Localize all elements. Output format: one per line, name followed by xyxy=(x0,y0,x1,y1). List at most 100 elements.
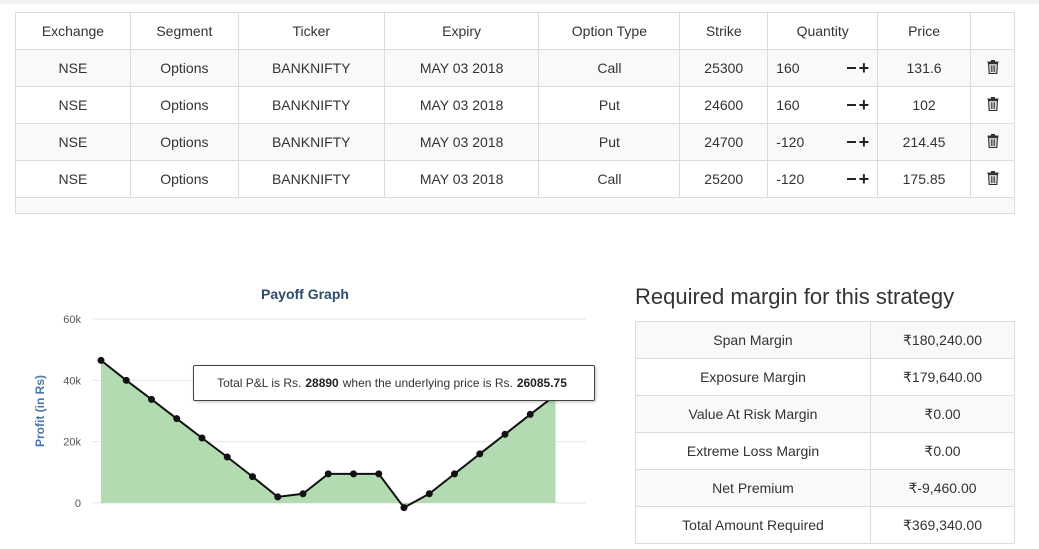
increase-quantity-button[interactable]: + xyxy=(858,169,870,189)
cell-ticker: BANKNIFTY xyxy=(237,86,385,124)
cell-strike: 25300 xyxy=(679,49,769,87)
header-actions xyxy=(970,12,1015,50)
data-point xyxy=(451,470,458,478)
data-point xyxy=(122,376,130,384)
increase-quantity-button[interactable]: + xyxy=(858,95,870,115)
cell-price: 175.85 xyxy=(877,160,971,198)
y-tick-label: 0 xyxy=(75,498,81,510)
trash-icon[interactable] xyxy=(987,59,999,74)
data-point xyxy=(501,430,509,438)
cell-strike: 25200 xyxy=(679,160,769,198)
data-point xyxy=(476,450,484,458)
cell-quantity: 160 − + xyxy=(767,86,879,124)
cell-segment: Options xyxy=(129,49,239,87)
y-tick-label: 40k xyxy=(63,375,81,387)
table-header-row: Exchange Segment Ticker Expiry Option Ty… xyxy=(15,12,1015,50)
margin-label: Total Amount Required xyxy=(635,506,871,544)
margin-table: Span Margin ₹180,240.00 Exposure Margin … xyxy=(635,321,1015,544)
margin-label: Extreme Loss Margin xyxy=(635,432,871,470)
y-tick-label: 60k xyxy=(63,314,81,326)
cell-actions xyxy=(970,86,1015,124)
decrease-quantity-button[interactable]: − xyxy=(846,58,857,78)
margin-label: Span Margin xyxy=(635,321,871,359)
tooltip-price-value: 26085.75 xyxy=(516,376,567,390)
margin-row-span: Span Margin ₹180,240.00 xyxy=(635,321,1015,359)
cell-quantity: 160 − + xyxy=(767,49,879,87)
margin-label: Value At Risk Margin xyxy=(635,395,871,433)
quantity-value[interactable]: 160 xyxy=(776,60,800,76)
cell-strike: 24600 xyxy=(679,86,769,124)
quantity-value[interactable]: -120 xyxy=(776,171,805,187)
header-exchange: Exchange xyxy=(15,12,131,50)
quantity-value[interactable]: 160 xyxy=(776,97,800,113)
cell-exchange: NSE xyxy=(15,123,131,161)
data-point xyxy=(375,470,383,478)
cell-exchange: NSE xyxy=(15,86,131,124)
increase-quantity-button[interactable]: + xyxy=(858,132,870,152)
table-row: NSE Options BANKNIFTY MAY 03 2018 Put 24… xyxy=(15,123,1015,161)
tooltip-pnl-value: 28890 xyxy=(305,376,339,390)
cell-segment: Options xyxy=(129,123,239,161)
header-expiry: Expiry xyxy=(383,12,540,50)
data-point xyxy=(299,490,307,498)
cell-expiry: MAY 03 2018 xyxy=(383,160,540,198)
payoff-chart: Payoff Graph Profit (in Rs) 0 20k 40k 60k Tot… xyxy=(20,278,610,549)
cell-price: 102 xyxy=(877,86,971,124)
cell-quantity: -120 − + xyxy=(767,123,879,161)
data-point xyxy=(274,493,282,501)
cell-segment: Options xyxy=(129,160,239,198)
data-point xyxy=(324,470,332,478)
decrease-quantity-button[interactable]: − xyxy=(846,95,857,115)
top-divider xyxy=(0,0,1039,4)
data-point xyxy=(198,434,206,442)
quantity-stepper: − + xyxy=(846,59,869,77)
cell-ticker: BANKNIFTY xyxy=(237,49,385,87)
cell-option-type: Put xyxy=(538,123,681,161)
cell-ticker: BANKNIFTY xyxy=(237,123,385,161)
cell-strike: 24700 xyxy=(679,123,769,161)
cell-price: 214.45 xyxy=(877,123,971,161)
increase-quantity-button[interactable]: + xyxy=(858,58,870,78)
strategy-legs-table: Exchange Segment Ticker Expiry Option Ty… xyxy=(15,12,1015,214)
margin-value: ₹0.00 xyxy=(870,395,1015,433)
quantity-stepper: − + xyxy=(846,133,869,151)
empty-cell xyxy=(15,197,1015,214)
cell-expiry: MAY 03 2018 xyxy=(383,123,540,161)
margin-value: ₹369,340.00 xyxy=(870,506,1015,544)
tooltip-prefix: Total P&L is Rs. xyxy=(217,376,302,390)
cell-expiry: MAY 03 2018 xyxy=(383,86,540,124)
header-quantity: Quantity xyxy=(767,12,879,50)
table-row: NSE Options BANKNIFTY MAY 03 2018 Call 2… xyxy=(15,160,1015,198)
table-row: NSE Options BANKNIFTY MAY 03 2018 Call 2… xyxy=(15,49,1015,87)
margin-value: ₹179,640.00 xyxy=(870,358,1015,396)
table-row: NSE Options BANKNIFTY MAY 03 2018 Put 24… xyxy=(15,86,1015,124)
quantity-stepper: − + xyxy=(846,96,869,114)
decrease-quantity-button[interactable]: − xyxy=(846,132,857,152)
decrease-quantity-button[interactable]: − xyxy=(846,169,857,189)
cell-exchange: NSE xyxy=(15,49,131,87)
trash-icon[interactable] xyxy=(987,133,999,148)
data-point xyxy=(173,415,181,423)
data-point xyxy=(223,453,231,461)
table-row-empty xyxy=(15,197,1015,214)
margin-row-net-premium: Net Premium ₹-9,460.00 xyxy=(635,469,1015,507)
cell-actions xyxy=(970,123,1015,161)
cell-actions xyxy=(970,160,1015,198)
cell-quantity: -120 − + xyxy=(767,160,879,198)
header-ticker: Ticker xyxy=(237,12,385,50)
cell-exchange: NSE xyxy=(15,160,131,198)
pnl-tooltip: Total P&L is Rs. 28890 when the underlyi… xyxy=(193,365,595,401)
data-point xyxy=(148,395,155,403)
header-price: Price xyxy=(877,12,971,50)
margin-row-extreme-loss: Extreme Loss Margin ₹0.00 xyxy=(635,432,1015,470)
margin-row-exposure: Exposure Margin ₹179,640.00 xyxy=(635,358,1015,396)
trash-icon[interactable] xyxy=(987,96,999,111)
margin-label: Net Premium xyxy=(635,469,871,507)
trash-icon[interactable] xyxy=(987,170,999,185)
cell-price: 131.6 xyxy=(877,49,971,87)
payoff-area xyxy=(101,360,556,508)
header-segment: Segment xyxy=(129,12,239,50)
quantity-value[interactable]: -120 xyxy=(776,134,805,150)
y-tick-label: 20k xyxy=(63,437,81,449)
cell-option-type: Call xyxy=(538,49,681,87)
